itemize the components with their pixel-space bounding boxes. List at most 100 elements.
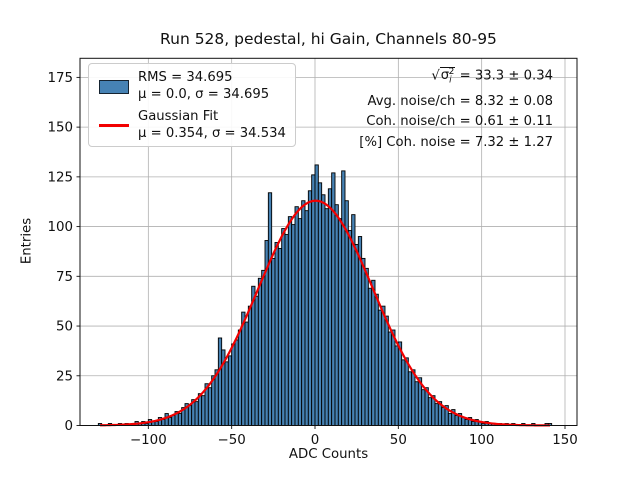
histogram-bar: [384, 315, 389, 426]
histogram-bar: [284, 234, 289, 426]
histogram-bar: [404, 357, 409, 426]
stat-pct-coh-noise: [%] Coh. noise = 7.32 ± 1.27: [359, 134, 553, 150]
histogram-bar: [294, 206, 299, 426]
histogram-bar: [207, 387, 213, 426]
stat-sqrt-sigma: √σi2 = 33.3 ± 0.34: [431, 67, 553, 87]
histogram-bar: [154, 421, 159, 426]
histogram-bar: [307, 190, 313, 426]
histogram-bar: [341, 170, 346, 426]
histogram-bar: [361, 257, 366, 426]
x-tick-label: 50: [390, 433, 407, 448]
histogram-bar: [227, 355, 233, 426]
x-axis-label: ADC Counts: [288, 447, 369, 462]
legend-entry-gaussian-fit: Gaussian Fit μ = 0.354, σ = 34.534: [99, 109, 287, 142]
histogram-bar: [217, 337, 223, 426]
histogram-bar: [187, 405, 193, 426]
histogram-swatch-icon: [99, 79, 129, 94]
histogram-bar: [464, 419, 469, 426]
legend-fit-label: Gaussian Fit: [138, 109, 219, 124]
legend-entry-histogram: RMS = 34.695 μ = 0.0, σ = 34.695: [99, 70, 287, 103]
histogram-bar: [347, 230, 353, 426]
histogram-bar: [287, 216, 293, 426]
histogram-bar: [454, 415, 459, 426]
histogram-bar: [254, 295, 259, 426]
y-tick-label: 0: [64, 419, 73, 434]
y-tick-label: 75: [56, 270, 73, 285]
y-tick-label: 125: [47, 170, 73, 185]
histogram-bar: [314, 164, 319, 426]
fit-line-sample-icon: [99, 124, 129, 127]
histogram-bar: [357, 236, 363, 426]
histogram-bar: [411, 369, 416, 426]
histogram-bar: [421, 389, 426, 426]
histogram-bar: [257, 277, 263, 426]
x-tick-label: 0: [311, 433, 320, 448]
histogram-bar: [277, 248, 283, 426]
histogram-bar: [301, 200, 306, 426]
histogram-bar: [391, 329, 396, 426]
histogram-bar: [447, 413, 453, 426]
y-tick-label: 50: [56, 320, 73, 335]
histogram-bar: [251, 285, 256, 426]
y-tick-label: 100: [47, 220, 73, 235]
histogram-bar: [317, 182, 323, 426]
histogram-bar: [171, 415, 176, 426]
histogram-bar: [164, 413, 169, 426]
histogram-bar: [304, 210, 309, 426]
histogram-bar: [371, 279, 376, 426]
histogram-bar: [281, 228, 286, 426]
histogram-bar: [167, 417, 173, 426]
histogram-bar: [267, 192, 273, 426]
y-tick-label: 150: [47, 121, 73, 136]
histogram-bar: [364, 267, 369, 426]
y-tick-label: 175: [47, 71, 73, 86]
histogram-bar: [387, 331, 393, 426]
histogram-bar: [394, 345, 399, 426]
x-tick-label: 150: [552, 433, 578, 448]
histogram-bar: [211, 375, 216, 426]
histogram-bar: [367, 287, 373, 426]
stats-annotations: √σi2 = 33.3 ± 0.34 Avg. noise/ch = 8.32 …: [359, 61, 553, 153]
gaussian-fit-curve: [99, 199, 550, 427]
histogram-bar: [401, 359, 406, 426]
histogram-bar: [441, 407, 446, 426]
sqrt-radical-icon: √: [431, 68, 440, 84]
histogram-bar: [247, 305, 253, 426]
histogram-bar: [194, 401, 199, 426]
histogram-bar: [381, 305, 386, 426]
legend-rms-label: RMS = 34.695: [138, 70, 233, 85]
histogram-bar: [201, 395, 206, 426]
x-tick-label: −100: [130, 433, 167, 448]
histogram-bar: [377, 309, 383, 426]
histogram-bar: [374, 293, 379, 426]
histogram-bar: [407, 371, 413, 426]
histogram-bar: [471, 421, 476, 426]
histogram-bar: [161, 419, 166, 426]
y-tick-label: 25: [56, 369, 73, 384]
histogram-bar: [334, 204, 339, 426]
stat-coh-noise: Coh. noise/ch = 0.61 ± 0.11: [366, 114, 553, 130]
chart-title: Run 528, pedestal, hi Gain, Channels 80-…: [160, 30, 497, 48]
histogram-bar: [414, 381, 419, 426]
histogram-bar: [177, 413, 183, 426]
x-tick-label: −50: [218, 433, 246, 448]
legend-box: RMS = 34.695 μ = 0.0, σ = 34.695 Gaussia…: [88, 63, 296, 147]
histogram-bar: [261, 269, 266, 426]
histogram-bar: [291, 224, 296, 426]
histogram-bar: [234, 339, 239, 426]
histogram-bar: [354, 244, 359, 426]
histogram-bar: [434, 403, 439, 426]
histogram-bar: [297, 218, 303, 426]
histogram-bar: [271, 257, 276, 426]
y-axis-label: Entries: [19, 217, 35, 265]
histogram-bar: [397, 341, 403, 426]
histogram-bar: [274, 242, 279, 426]
histogram-bar: [241, 311, 246, 426]
histogram-bar: [237, 329, 243, 426]
histogram-bar: [311, 174, 316, 426]
x-tick-label: 100: [469, 433, 495, 448]
legend-fit-musigma-label: μ = 0.354, σ = 34.534: [138, 125, 286, 141]
histogram-bar: [224, 361, 229, 426]
